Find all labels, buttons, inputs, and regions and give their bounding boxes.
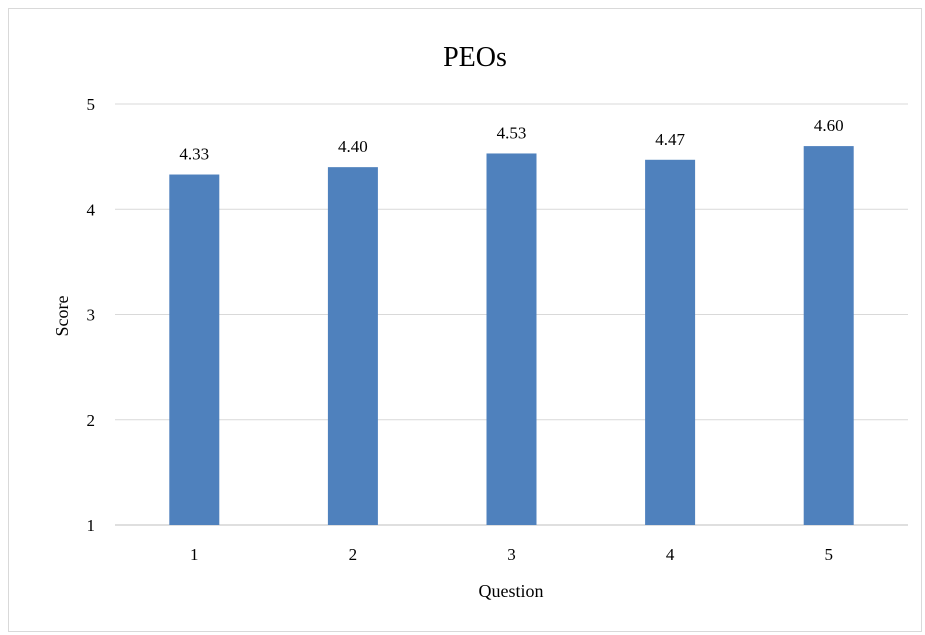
x-tick-label: 1: [190, 545, 199, 564]
data-label: 4.60: [814, 116, 844, 135]
x-tick-label: 3: [507, 545, 516, 564]
y-tick-label: 2: [87, 411, 96, 430]
bars: [169, 146, 854, 525]
chart-frame: [8, 8, 922, 632]
chart-title: PEOs: [443, 42, 507, 73]
y-tick-label: 3: [87, 306, 96, 325]
bar: [169, 174, 220, 525]
bar: [645, 159, 696, 525]
y-tick-label: 4: [87, 200, 96, 219]
y-tick-label: 1: [87, 516, 96, 535]
y-tick-labels: 1 2 3 4 5: [87, 95, 96, 535]
x-tick-label: 5: [824, 545, 833, 564]
data-label: 4.40: [338, 137, 368, 156]
y-tick-label: 5: [87, 95, 96, 114]
x-axis-label: Question: [479, 581, 544, 601]
bar: [803, 146, 854, 525]
y-axis-label: Score: [52, 295, 72, 336]
data-label: 4.53: [497, 123, 527, 142]
bar: [486, 153, 537, 525]
data-labels: 4.33 4.40 4.53 4.47 4.60: [179, 116, 843, 163]
x-tick-labels: 1 2 3 4 5: [190, 545, 833, 564]
data-label: 4.47: [655, 130, 685, 149]
data-label: 4.33: [179, 145, 209, 164]
x-tick-label: 2: [349, 545, 358, 564]
x-tick-label: 4: [666, 545, 675, 564]
bar: [327, 167, 378, 525]
